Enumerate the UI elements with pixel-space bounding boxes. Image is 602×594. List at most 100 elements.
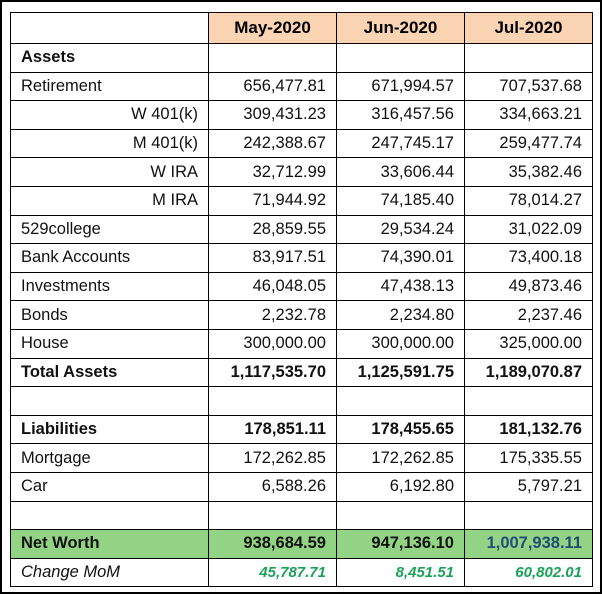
- value-cell: 172,262.85: [336, 443, 465, 473]
- value-cell: 1,117,535.70: [208, 357, 337, 388]
- row-label: Investments: [10, 271, 209, 302]
- table-row: [10, 386, 593, 416]
- table-row: Bonds 2,232.78 2,234.80 2,237.46: [10, 300, 593, 330]
- value-cell: 1,125,591.75: [336, 357, 465, 388]
- row-label: Bonds: [10, 300, 209, 330]
- row-label: Total Assets: [10, 357, 209, 388]
- value-cell: 2,237.46: [464, 300, 593, 330]
- value-cell: 35,382.46: [464, 157, 593, 187]
- empty-cell: [10, 386, 209, 416]
- empty-cell: [208, 43, 337, 73]
- row-label: 529college: [10, 214, 209, 245]
- row-label: W 401(k): [10, 100, 209, 130]
- empty-cell: [464, 43, 593, 73]
- table-row: W 401(k) 309,431.23 316,457.56 334,663.21: [10, 100, 593, 130]
- table-row: Investments 46,048.05 47,438.13 49,873.46: [10, 271, 593, 302]
- table-row: Assets: [10, 43, 593, 73]
- table-row: Retirement 656,477.81 671,994.57 707,537.68: [10, 71, 593, 102]
- value-cell: 46,048.05: [208, 271, 337, 302]
- value-cell: 71,944.92: [208, 185, 337, 216]
- column-header: May-2020: [208, 12, 337, 44]
- empty-cell: [464, 386, 593, 416]
- row-label: Liabilities: [10, 414, 209, 445]
- value-cell: 2,232.78: [208, 300, 337, 330]
- net-worth-table: May-2020 Jun-2020 Jul-2020 Assets Retiremen…: [10, 12, 593, 588]
- empty-cell: [336, 386, 465, 416]
- empty-cell: [336, 500, 465, 531]
- row-label: M IRA: [10, 185, 209, 216]
- row-label: W IRA: [10, 157, 209, 187]
- value-cell: 309,431.23: [208, 100, 337, 130]
- corner-cell: [10, 12, 209, 44]
- table-row: Total Assets 1,117,535.70 1,125,591.75 1,18…: [10, 357, 593, 388]
- value-cell: 325,000.00: [464, 328, 593, 359]
- table-row: M IRA 71,944.92 74,185.40 78,014.27: [10, 185, 593, 216]
- empty-cell: [336, 43, 465, 73]
- row-label: Mortgage: [10, 443, 209, 473]
- value-cell: 31,022.09: [464, 214, 593, 245]
- value-cell: 181,132.76: [464, 414, 593, 445]
- value-cell: 172,262.85: [208, 443, 337, 473]
- value-cell: 178,455.65: [336, 414, 465, 445]
- value-cell: 5,797.21: [464, 471, 593, 502]
- value-cell: 656,477.81: [208, 71, 337, 102]
- table-row: Bank Accounts 83,917.51 74,390.01 73,400.18: [10, 243, 593, 273]
- value-cell: 247,745.17: [336, 128, 465, 159]
- column-header: Jun-2020: [336, 12, 465, 44]
- value-cell: 49,873.46: [464, 271, 593, 302]
- table-row: Liabilities 178,851.11 178,455.65 181,132.7…: [10, 414, 593, 445]
- value-cell: 33,606.44: [336, 157, 465, 187]
- value-cell: 83,917.51: [208, 243, 337, 273]
- value-cell: 1,189,070.87: [464, 357, 593, 388]
- value-cell: 178,851.11: [208, 414, 337, 445]
- value-cell: 175,335.55: [464, 443, 593, 473]
- value-cell: 45,787.71: [208, 557, 337, 588]
- empty-cell: [208, 500, 337, 531]
- value-cell: 316,457.56: [336, 100, 465, 130]
- value-cell: 947,136.10: [336, 529, 465, 559]
- row-label: M 401(k): [10, 128, 209, 159]
- header-row: May-2020 Jun-2020 Jul-2020: [10, 12, 593, 44]
- table-row: Car 6,588.26 6,192.80 5,797.21: [10, 471, 593, 502]
- table-row: M 401(k) 242,388.67 247,745.17 259,477.74: [10, 128, 593, 159]
- table-row: [10, 500, 593, 531]
- value-cell: 32,712.99: [208, 157, 337, 187]
- value-cell: 300,000.00: [336, 328, 465, 359]
- empty-cell: [464, 500, 593, 531]
- row-label: Assets: [10, 43, 209, 73]
- value-cell: 28,859.55: [208, 214, 337, 245]
- table-row: 529college 28,859.55 29,534.24 31,022.09: [10, 214, 593, 245]
- value-cell: 671,994.57: [336, 71, 465, 102]
- value-cell: 1,007,938.11: [464, 529, 593, 559]
- value-cell: 47,438.13: [336, 271, 465, 302]
- value-cell: 259,477.74: [464, 128, 593, 159]
- value-cell: 6,192.80: [336, 471, 465, 502]
- value-cell: 938,684.59: [208, 529, 337, 559]
- row-label: Net Worth: [10, 529, 209, 559]
- empty-cell: [208, 386, 337, 416]
- table-row: House 300,000.00 300,000.00 325,000.00: [10, 328, 593, 359]
- value-cell: 707,537.68: [464, 71, 593, 102]
- value-cell: 29,534.24: [336, 214, 465, 245]
- row-label: Retirement: [10, 71, 209, 102]
- row-label: Change MoM: [10, 557, 209, 588]
- value-cell: 60,802.01: [464, 557, 593, 588]
- column-header: Jul-2020: [464, 12, 593, 44]
- value-cell: 8,451.51: [336, 557, 465, 588]
- value-cell: 242,388.67: [208, 128, 337, 159]
- table-row: Change MoM 45,787.71 8,451.51 60,802.01: [10, 557, 593, 588]
- value-cell: 78,014.27: [464, 185, 593, 216]
- row-label: House: [10, 328, 209, 359]
- table-row: Mortgage 172,262.85 172,262.85 175,335.55: [10, 443, 593, 473]
- empty-cell: [10, 500, 209, 531]
- value-cell: 73,400.18: [464, 243, 593, 273]
- value-cell: 2,234.80: [336, 300, 465, 330]
- row-label: Bank Accounts: [10, 243, 209, 273]
- value-cell: 74,185.40: [336, 185, 465, 216]
- table-row: Net Worth 938,684.59 947,136.10 1,007,938.1…: [10, 529, 593, 559]
- table-body: Assets Retirement 656,477.81 671,994.57 707,…: [10, 43, 593, 588]
- value-cell: 300,000.00: [208, 328, 337, 359]
- value-cell: 6,588.26: [208, 471, 337, 502]
